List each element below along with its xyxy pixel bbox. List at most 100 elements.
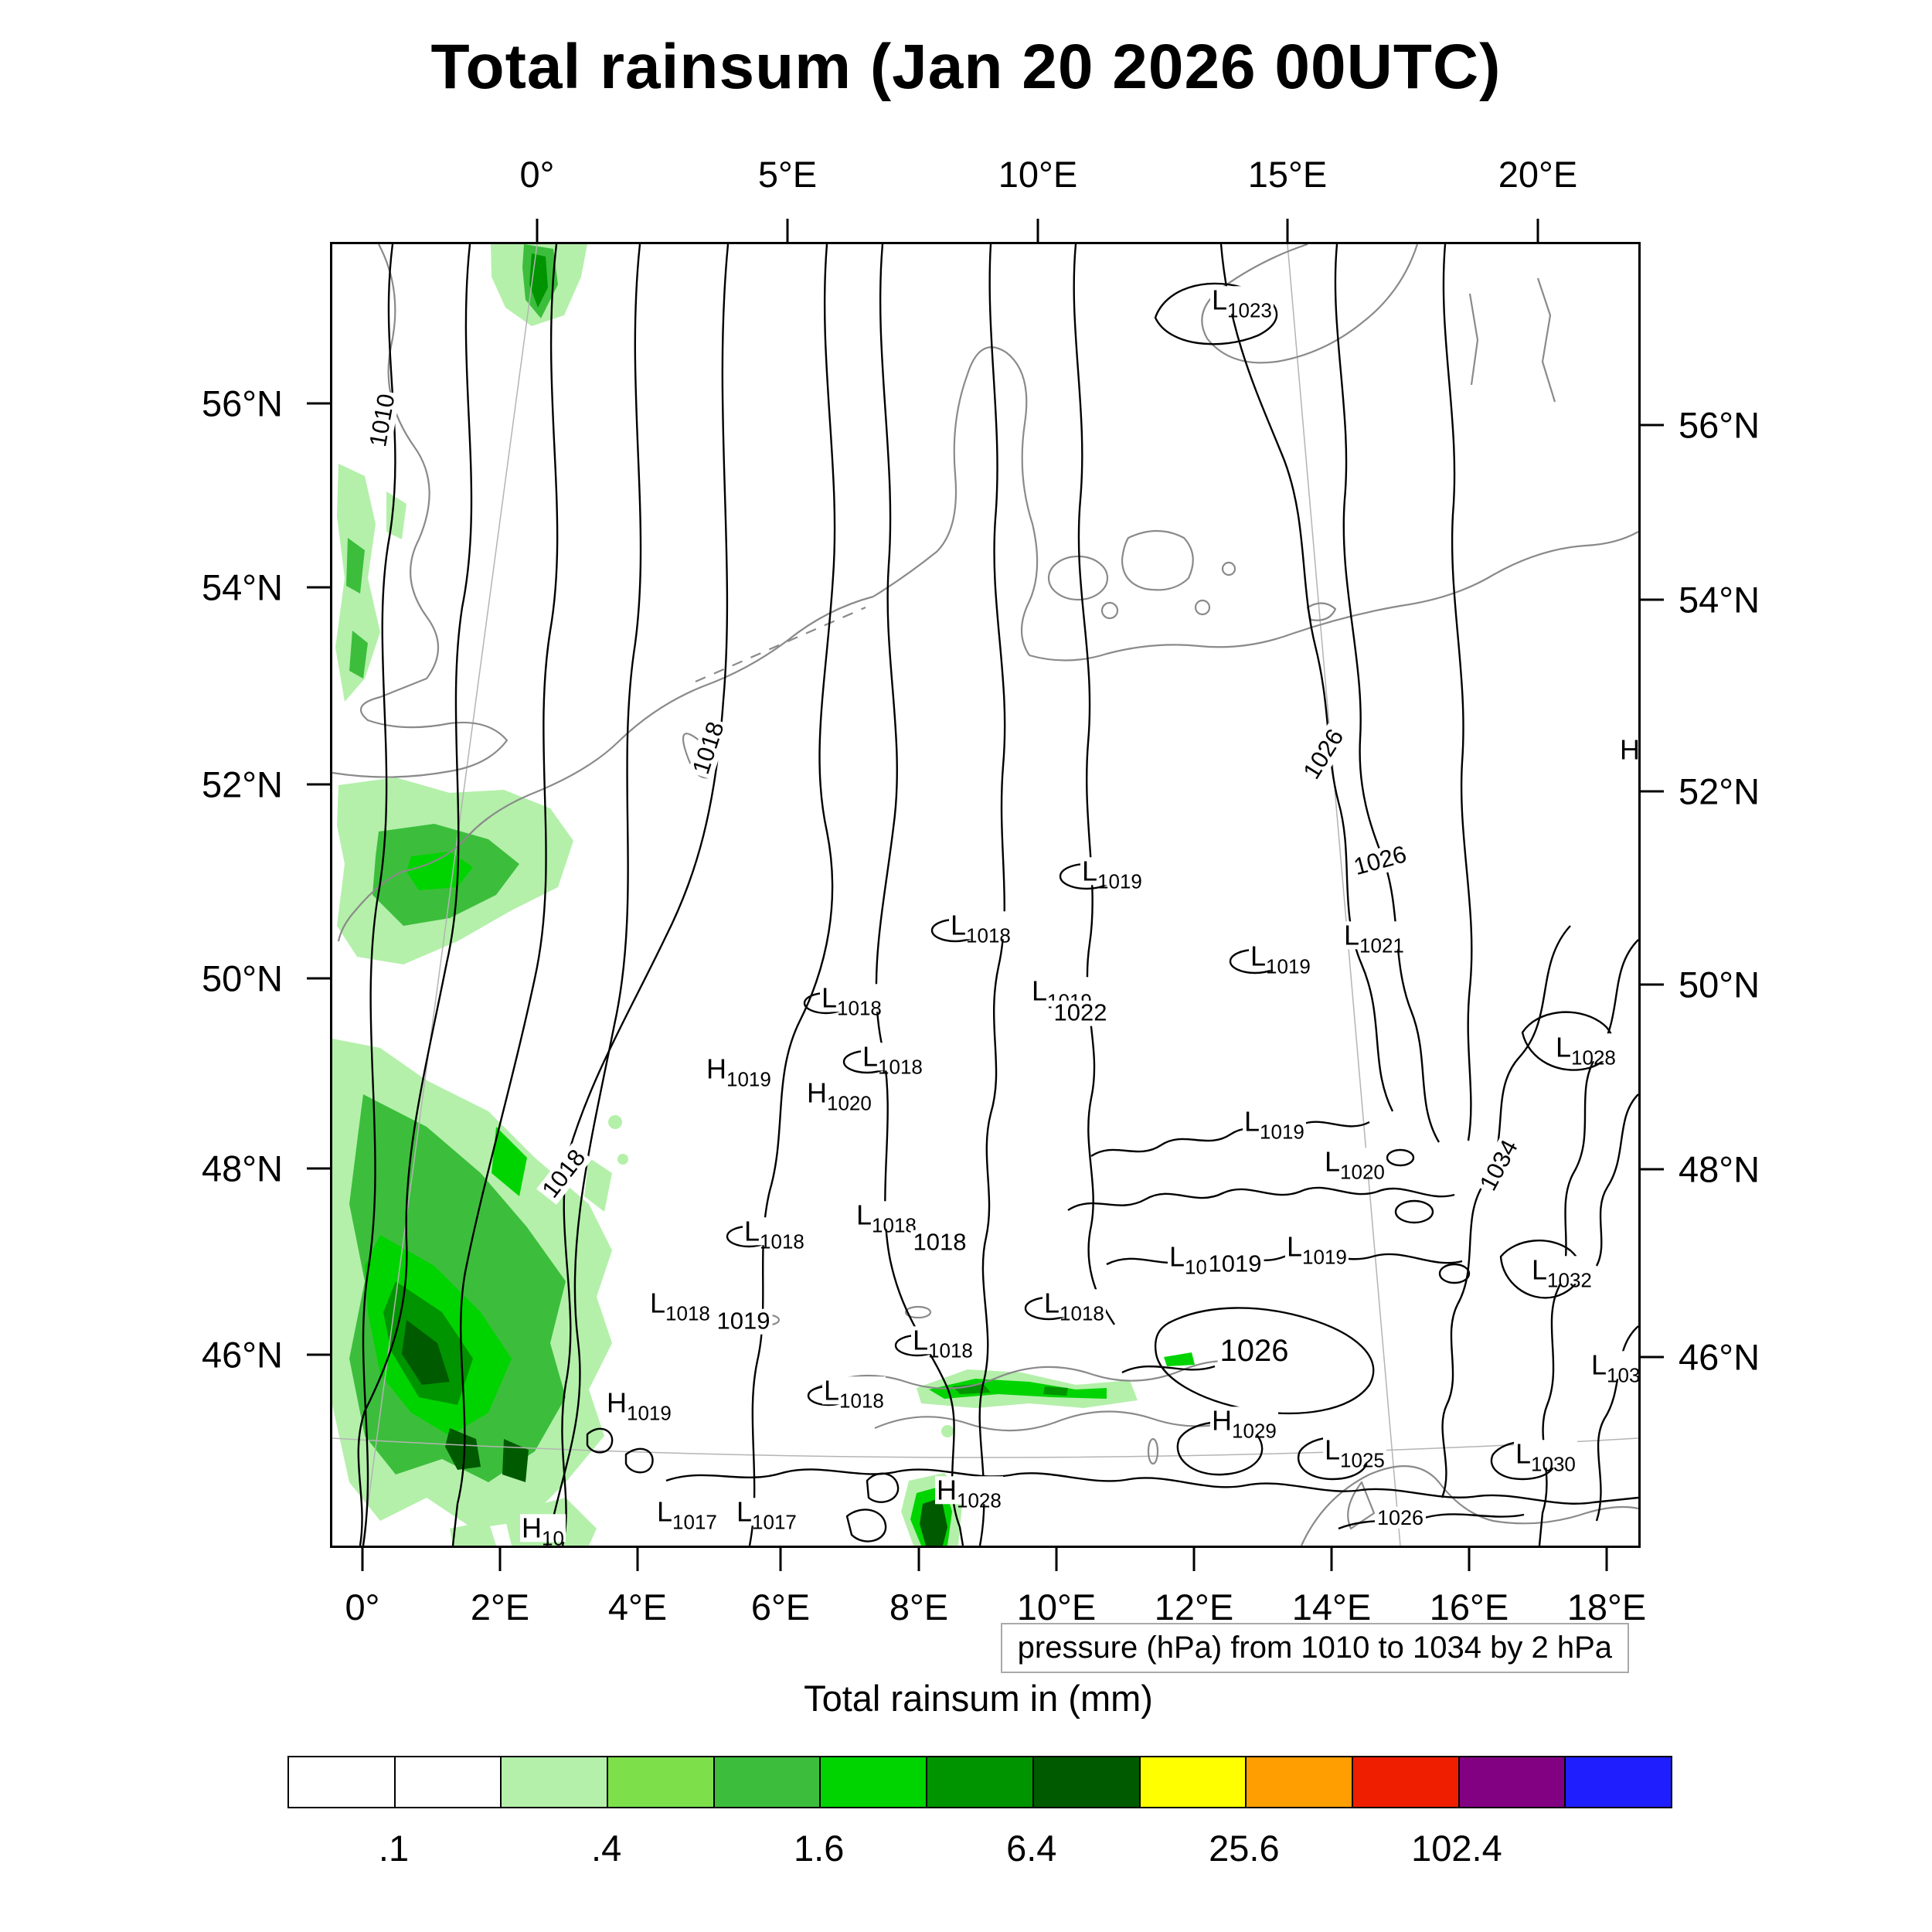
pressure-center-l1025: L1025 [1323,1436,1386,1470]
axis-tick-left [307,1353,330,1356]
pressure-center-l1018: L1018 [911,1324,975,1360]
pressure-center-l1018: L1018 [820,981,883,1018]
axis-label-top: 10°E [998,154,1078,195]
pressure-value: 1018 [872,1213,917,1237]
contour-label-1019: 1019 [1206,1251,1264,1277]
pressure-letter: L [821,981,838,1014]
pressure-center-l1019: L1019 [1285,1230,1349,1267]
pressure-value: 1018 [760,1230,804,1253]
pressure-value: 1019 [627,1401,672,1425]
colorbar-label: 6.4 [1006,1828,1057,1869]
pressure-value: 1023 [1227,298,1272,322]
pressure-letter: L [913,1324,929,1356]
axis-label-right: 54°N [1679,579,1760,621]
pressure-center-l1018: L1018 [822,1374,886,1410]
colorbar-cell-1 [395,1757,502,1807]
axis-label-left: 52°N [201,764,283,805]
contour-label-1010: 1010 [364,389,400,451]
pressure-letter: H [706,1053,726,1085]
pressure-center-h1029: H1029 [1210,1404,1278,1440]
axis-label-right: 46°N [1679,1336,1760,1378]
pressure-value: 1028 [957,1488,1002,1512]
rain-shading [332,244,1195,1546]
pressure-letter: H [1212,1404,1232,1437]
pressure-center-l1028: L1028 [1554,1033,1617,1067]
axis-label-left: 54°N [201,566,283,608]
axis-tick-top [1536,219,1539,242]
pressure-letter: L [1250,940,1267,972]
axis-label-top: 0° [519,154,555,195]
axis-tick-left [307,783,330,786]
pressure-center-l1018: L1018 [648,1289,712,1323]
axis-label-bottom: 2°E [470,1587,530,1628]
pressure-center-h10: H10 [520,1514,566,1546]
pressure-caption: pressure (hPa) from 1010 to 1034 by 2 hP… [1000,1623,1629,1673]
axis-tick-bottom [1605,1548,1608,1571]
pressure-value: 1021 [1359,934,1404,957]
pressure-center-l1020: L1020 [1323,1148,1386,1182]
colorbar-cell-3 [608,1757,715,1807]
axis-label-bottom: 6°E [750,1587,811,1628]
axis-label-top: 15°E [1247,154,1328,195]
colorbar-cell-2 [502,1757,609,1807]
axis-label-bottom: 16°E [1429,1587,1509,1628]
contour-label-1026: 1026 [1217,1335,1291,1367]
pressure-letter: L [1212,284,1228,316]
pressure-center-h1019: H1019 [605,1386,673,1423]
pressure-center-l1023: L1023 [1210,284,1274,320]
map-canvas [332,244,1638,1546]
axis-tick-left [307,586,330,589]
pressure-letter: H [607,1386,627,1419]
pressure-letter: L [1244,1105,1260,1138]
axis-label-right: 56°N [1679,404,1760,446]
pressure-letter: L [1287,1230,1303,1263]
pressure-value: 1019 [1266,954,1311,978]
pressure-letter: L [824,1374,840,1406]
contour-label-1034: 1034 [1475,1134,1524,1197]
pressure-center-l1018: L1018 [855,1201,918,1235]
axis-tick-right [1641,983,1664,986]
contour-label-1018: 1018 [910,1230,969,1256]
pressure-center-l1030: L1030 [1514,1437,1577,1474]
axis-tick-bottom [1192,1548,1196,1571]
pressure-value: 1018 [966,923,1011,947]
pressure-letter: L [657,1495,673,1528]
colorbar-cell-6 [927,1757,1034,1807]
pressure-letter: L [1591,1349,1607,1381]
colorbar-label: .1 [378,1828,410,1869]
pressure-value: 1029 [1232,1419,1277,1443]
pressure-letter: L [1044,1287,1060,1319]
pressure-value: 1020 [827,1091,872,1115]
axis-label-bottom: 14°E [1291,1587,1372,1628]
axis-tick-bottom [917,1548,920,1571]
contour-label-1018: 1018 [536,1143,592,1205]
axis-tick-bottom [361,1548,364,1571]
axis-label-bottom: 10°E [1016,1587,1097,1628]
axis-label-right: 48°N [1679,1148,1760,1190]
colorbar-cell-4 [714,1757,821,1807]
contour-label-1026: 1026 [1349,840,1412,881]
pressure-center-l1018: L1018 [861,1043,924,1077]
pressure-letter: L [1344,919,1360,951]
pressure-center-l1017: L1017 [655,1495,719,1532]
pressure-value: 1018 [837,996,882,1020]
colorbar-label: 1.6 [794,1828,845,1869]
colorbar-cell-7 [1033,1757,1141,1807]
map-overlays: L1023L1019L1018L1019L1021L1018L1019L1018… [332,244,1638,1546]
axis-tick-top [1286,219,1289,242]
pressure-letter: L [1515,1437,1532,1470]
axis-label-bottom: 8°E [889,1587,949,1628]
pressure-center-h1028: H1028 [935,1476,1003,1510]
pressure-letter: L [744,1215,760,1247]
colorbar-cell-9 [1247,1757,1353,1807]
pressure-center-h: H [1618,736,1638,764]
graticule-lines [332,244,1638,1546]
axis-tick-bottom [498,1548,502,1571]
axis-label-left: 50°N [201,957,283,999]
pressure-letter: H [807,1077,827,1109]
pressure-value: 1018 [928,1338,973,1362]
colorbar-label: 102.4 [1411,1828,1502,1869]
axis-tick-bottom [779,1548,782,1571]
pressure-center-l1021: L1021 [1342,919,1406,955]
